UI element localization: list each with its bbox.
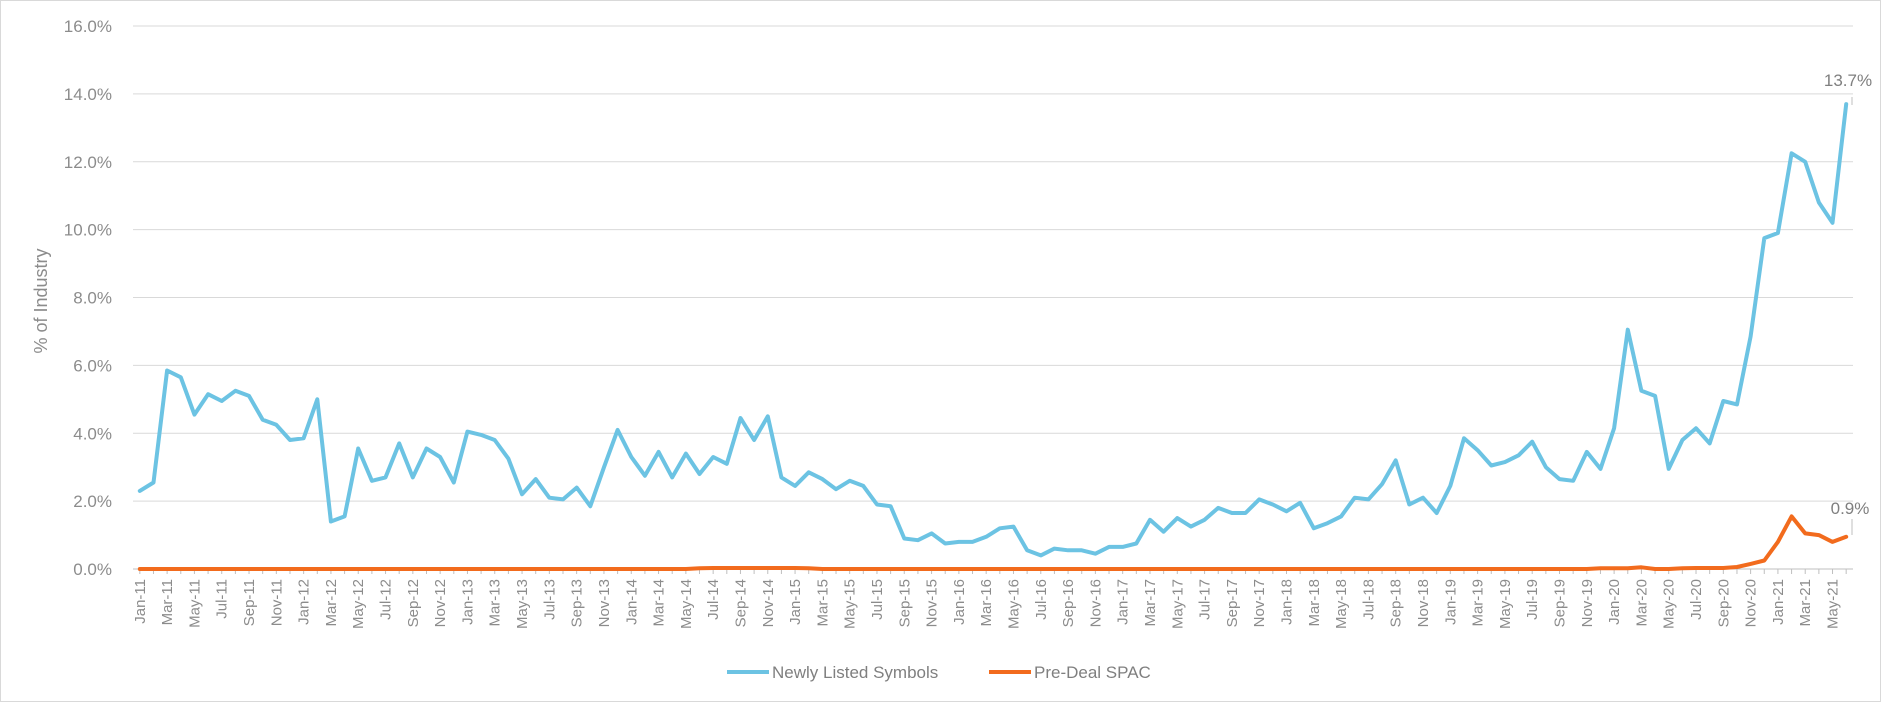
x-tick-label: Jul-16	[1033, 579, 1050, 620]
y-tick-label: 2.0%	[73, 492, 112, 511]
x-tick-label: Nov-14	[760, 579, 777, 627]
x-tick-label: Sep-18	[1388, 579, 1405, 627]
series-line-pre-deal-spac	[137, 514, 1849, 571]
x-tick-label: Nov-18	[1415, 579, 1432, 627]
x-tick-label: Nov-16	[1087, 579, 1104, 627]
x-tick-label: Jan-12	[296, 579, 313, 625]
end-label-pre-deal-spac: 0.9%	[1831, 499, 1870, 518]
x-tick-label: Mar-17	[1142, 579, 1159, 627]
x-tick-label: Jul-19	[1524, 579, 1541, 620]
x-tick-label: May-12	[350, 579, 367, 629]
y-tick-label: 16.0%	[64, 17, 112, 36]
y-axis-ticks: 0.0% 2.0% 4.0% 6.0% 8.0% 10.0% 12.0% 14.0% 16.0%	[64, 17, 112, 579]
x-tick-label: May-15	[842, 579, 859, 629]
series-lines	[137, 102, 1849, 571]
x-tick-label: May-11	[186, 579, 203, 628]
y-tick-label: 10.0%	[64, 221, 112, 240]
x-tick-label: Nov-13	[596, 579, 613, 627]
x-tick-label: Nov-19	[1579, 579, 1596, 627]
x-tick-label: Sep-17	[1224, 579, 1241, 627]
x-tick-label: Jul-15	[869, 579, 886, 620]
x-tick-label: Jan-20	[1606, 579, 1623, 625]
x-tick-label: Mar-21	[1797, 579, 1814, 627]
y-tick-label: 12.0%	[64, 153, 112, 172]
x-tick-label: Jan-13	[459, 579, 476, 625]
end-label-newly-listed: 13.7%	[1824, 71, 1872, 90]
x-tick-label: Jul-14	[705, 579, 722, 620]
x-tick-label: Jan-16	[951, 579, 968, 625]
y-tick-label: 0.0%	[73, 560, 112, 579]
x-tick-label: Jan-18	[1278, 579, 1295, 625]
legend-label-newly-listed: Newly Listed Symbols	[772, 663, 938, 682]
x-tick-label: Jan-15	[787, 579, 804, 625]
x-tick-label: Jan-11	[132, 579, 149, 624]
y-tick-label: 6.0%	[73, 356, 112, 375]
y-tick-label: 8.0%	[73, 289, 112, 308]
series-line-newly-listed-symbols	[137, 102, 1849, 558]
x-tick-label: May-16	[1005, 579, 1022, 629]
x-tick-label: Nov-12	[432, 579, 449, 627]
y-tick-label: 4.0%	[73, 424, 112, 443]
x-tick-label: Mar-18	[1306, 579, 1323, 627]
legend: Newly Listed Symbols Pre-Deal SPAC	[727, 663, 1151, 682]
x-tick-label: Sep-20	[1715, 579, 1732, 627]
x-tick-label: Mar-15	[814, 579, 831, 627]
x-tick-label: Jul-13	[541, 579, 558, 620]
x-tick-label: Nov-15	[924, 579, 941, 627]
x-tick-label: Jul-12	[378, 579, 395, 620]
x-tick-label: May-19	[1497, 579, 1514, 629]
x-tick-label: Jul-20	[1688, 579, 1705, 620]
x-tick-label: Jul-11	[214, 579, 231, 619]
gridlines	[133, 25, 1853, 570]
x-tick-label: Sep-19	[1552, 579, 1569, 627]
legend-label-pre-deal-spac: Pre-Deal SPAC	[1034, 663, 1151, 682]
x-tick-label: May-21	[1825, 579, 1842, 629]
x-tick-label: Jul-17	[1197, 579, 1214, 620]
x-tick-label: Sep-13	[569, 579, 586, 627]
x-tick-label: May-18	[1333, 579, 1350, 629]
x-tick-label: Nov-17	[1251, 579, 1268, 627]
x-axis-ticks: Jan-11 Mar-11 May-11 Jul-11 Sep-11 Nov-11 Jan-…	[132, 569, 1847, 629]
y-tick-label: 14.0%	[64, 85, 112, 104]
x-tick-label: Mar-12	[323, 579, 340, 627]
x-tick-label: Sep-11	[241, 579, 258, 626]
x-tick-label: May-14	[678, 579, 695, 629]
x-tick-label: Jan-19	[1442, 579, 1459, 625]
x-tick-label: Jan-21	[1770, 579, 1787, 625]
x-tick-label: Jul-18	[1360, 579, 1377, 620]
x-tick-label: May-20	[1661, 579, 1678, 629]
x-tick-label: Jan-14	[623, 579, 640, 625]
x-tick-label: Mar-20	[1633, 579, 1650, 627]
x-tick-label: Mar-19	[1470, 579, 1487, 627]
x-tick-label: Mar-11	[159, 579, 176, 625]
x-tick-label: Mar-13	[487, 579, 504, 627]
end-annotations: 13.7% 0.9%	[1824, 71, 1872, 535]
x-tick-label: Sep-14	[732, 579, 749, 627]
y-axis-label: % of Industry	[31, 248, 51, 353]
x-tick-label: Sep-16	[1060, 579, 1077, 627]
x-tick-label: Mar-16	[978, 579, 995, 627]
x-tick-label: Jan-17	[1115, 579, 1132, 625]
x-tick-label: Sep-15	[896, 579, 913, 627]
x-tick-label: Nov-20	[1743, 579, 1760, 627]
x-tick-label: Nov-11	[268, 579, 285, 626]
x-tick-label: May-17	[1169, 579, 1186, 629]
x-tick-label: Sep-12	[405, 579, 422, 627]
x-tick-label: May-13	[514, 579, 531, 629]
x-tick-label: Mar-14	[651, 579, 668, 627]
